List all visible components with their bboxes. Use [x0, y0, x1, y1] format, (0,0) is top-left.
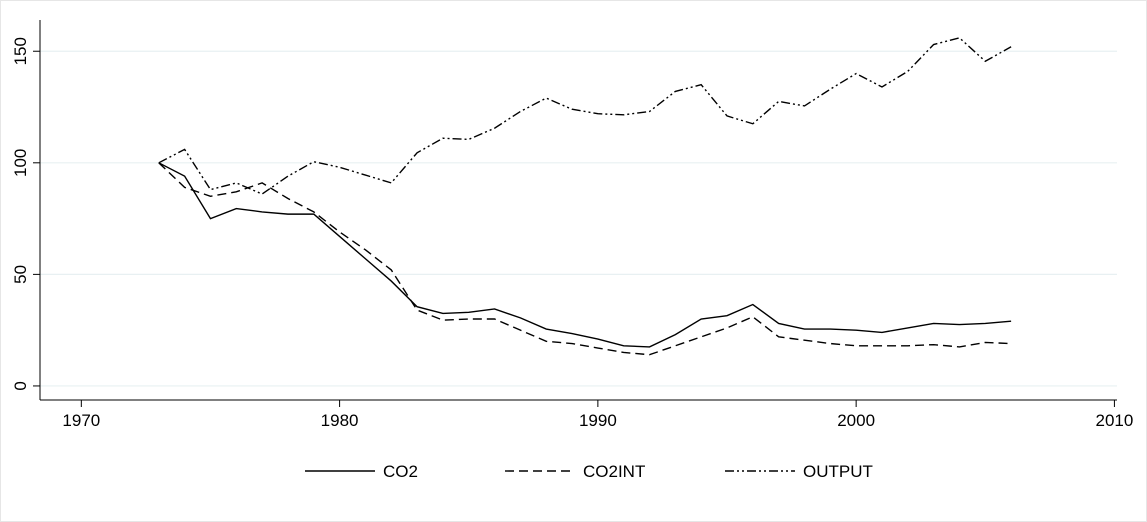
plot-area [40, 20, 1117, 400]
y-tick-label: 150 [11, 37, 30, 65]
legend-label: CO2 [383, 462, 418, 481]
x-tick-label: 1970 [62, 411, 100, 430]
data-line [158, 37, 1012, 195]
data-line [158, 162, 1012, 348]
x-tick-label: 1980 [321, 411, 359, 430]
y-tick-label: 100 [11, 149, 30, 177]
legend-label: OUTPUT [803, 462, 873, 481]
x-tick-label: 2000 [837, 411, 875, 430]
legend-label: CO2INT [583, 462, 645, 481]
y-tick-label: 50 [11, 265, 30, 284]
x-tick-label: 1990 [579, 411, 617, 430]
data-line [158, 162, 1012, 356]
y-tick-label: 0 [11, 381, 30, 390]
x-tick-label: 2010 [1096, 411, 1134, 430]
